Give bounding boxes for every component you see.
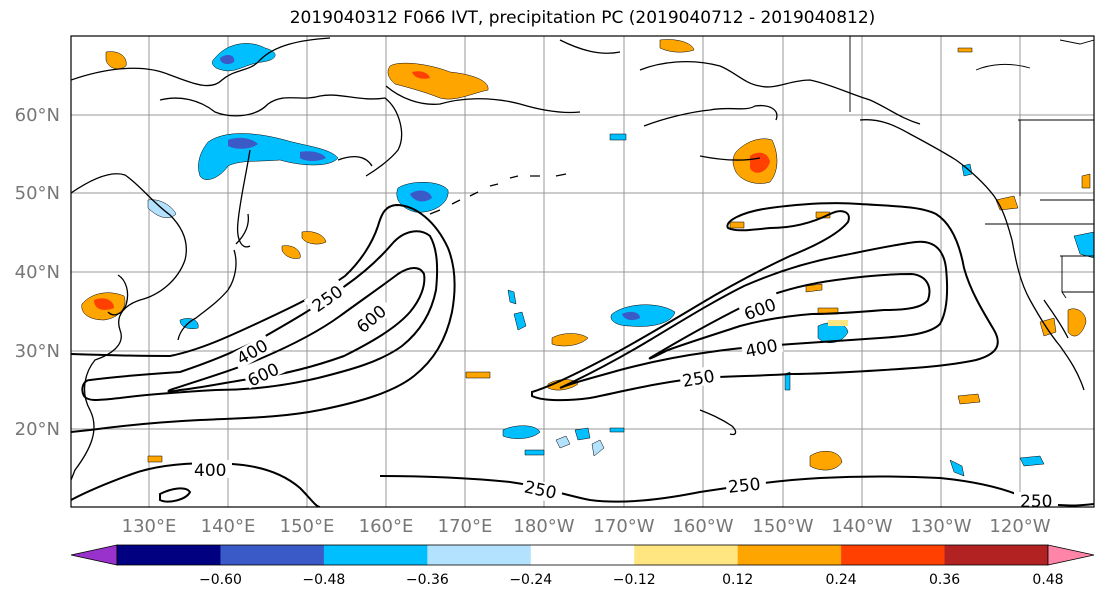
lat-tick: 60°N (15, 105, 60, 126)
colorbar-label: 0.48 (1032, 572, 1063, 588)
pos-core-okhotsk (412, 71, 430, 79)
lon-tick: 180°W (513, 516, 574, 537)
lat-tick: 20°N (15, 419, 60, 440)
neg-core-center (622, 311, 640, 321)
colorbar-cell (323, 545, 428, 565)
colorbar-label: −0.36 (406, 572, 449, 588)
lon-tick: 140°W (831, 516, 892, 537)
colorbar-label: −0.24 (509, 572, 552, 588)
map-frame (70, 35, 1095, 508)
contour-label: 250 (1020, 492, 1052, 512)
colorbar-label: 0.12 (722, 572, 753, 588)
lat-tick: 50°N (15, 183, 60, 204)
coastlines (71, 36, 1094, 481)
colorbar-cell (117, 545, 221, 565)
contour-label: 250 (727, 475, 761, 498)
map-title: 2019040312 F066 IVT, precipitation PC (2… (289, 8, 876, 28)
longitude-ticks: 130°E 140°E 150°E 160°E 170°E 180°W 170°… (122, 516, 1051, 537)
neg-core-aleutian (410, 190, 432, 202)
lat-tick: 30°N (15, 341, 60, 362)
lon-tick: 160°E (359, 516, 414, 537)
lon-tick: 130°W (910, 516, 971, 537)
colorbar-label: −0.48 (302, 572, 345, 588)
lon-tick: 170°E (438, 516, 493, 537)
lon-tick: 140°E (201, 516, 256, 537)
pos-core-alaska (750, 152, 770, 173)
lon-tick: 150°W (752, 516, 813, 537)
neg-core-kamchatka (228, 137, 258, 149)
neg-blob-south-1 (502, 425, 541, 439)
lon-tick: 170°W (593, 516, 654, 537)
neg-core-kamchatka-2 (300, 151, 326, 161)
colorbar-cell (841, 545, 946, 565)
pos-blob-south (809, 450, 843, 471)
colorbar: −0.60 −0.48 −0.36 −0.24 −0.12 0.12 0.24 0.36 0.4… (70, 544, 1095, 588)
colorbar-cell (220, 545, 325, 565)
gridlines (71, 36, 1094, 507)
neg-blob-center (610, 304, 676, 327)
colorbar-label: −0.60 (199, 572, 242, 588)
contour-label: 400 (194, 461, 226, 481)
lon-tick: 120°W (989, 516, 1050, 537)
lat-tick: 40°N (15, 262, 60, 283)
colorbar-cell (737, 545, 842, 565)
colorbar-cell (634, 545, 739, 565)
colorbar-extend-right (1047, 544, 1095, 566)
colorbar-label: 0.36 (929, 572, 960, 588)
colorbar-extend-left (70, 544, 118, 566)
pos-core-korea (94, 298, 114, 310)
colorbar-label: 0.24 (826, 572, 857, 588)
lon-tick: 160°W (672, 516, 733, 537)
colorbar-cell (530, 545, 635, 565)
neg-core-north (220, 55, 235, 65)
latitude-ticks: 60°N 50°N 40°N 30°N 20°N (15, 105, 60, 440)
lon-tick: 130°E (122, 516, 177, 537)
colorbar-cell (944, 545, 1049, 565)
lon-tick: 150°E (280, 516, 335, 537)
colorbar-cell (427, 545, 532, 565)
colorbar-label: −0.12 (613, 572, 656, 588)
